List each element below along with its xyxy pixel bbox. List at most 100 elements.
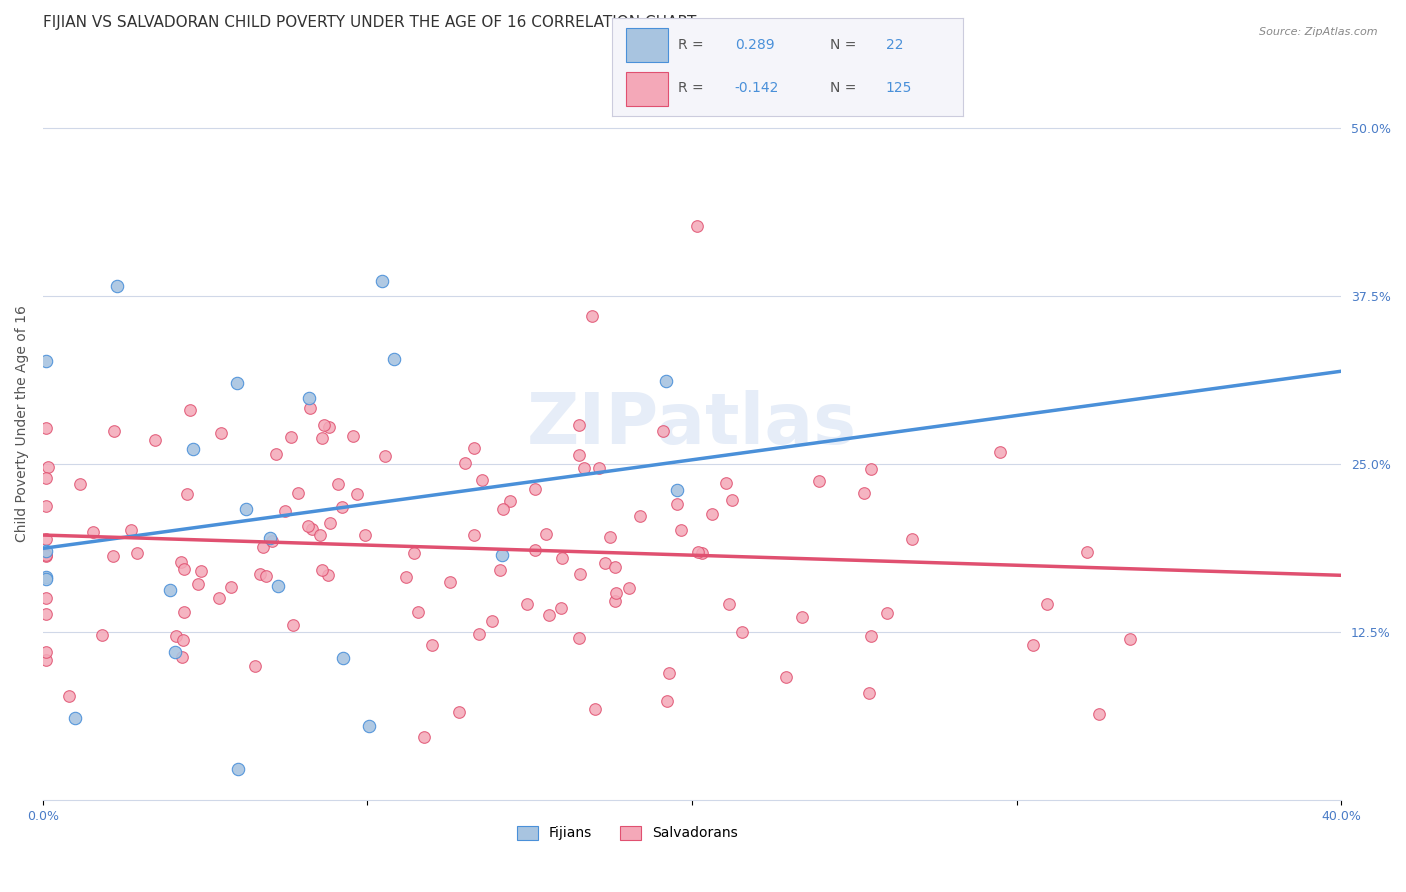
Point [605,586,627,600]
Point [550,600,572,615]
Text: R =: R = [678,81,704,95]
Point [859,461,882,475]
Point [209,426,232,441]
Point [82,524,104,539]
Point [572,461,595,475]
Point [382,352,405,367]
Point [173,605,195,619]
Point [1088,706,1111,721]
Point [181,442,204,456]
Point [318,420,340,434]
Point [165,629,187,643]
Text: N =: N = [830,81,856,95]
Point [35,471,58,485]
Point [454,456,477,470]
Point [298,391,321,405]
Point [342,429,364,443]
Point [311,432,333,446]
Point [807,474,830,488]
Point [346,487,368,501]
Point [406,605,429,619]
Point [259,532,281,546]
Point [309,528,332,542]
Point [720,492,742,507]
Point [859,629,882,643]
Point [402,546,425,560]
Point [717,597,740,611]
Point [173,562,195,576]
Point [35,421,58,435]
Point [69,477,91,491]
Bar [626,28,668,62]
Point [35,532,58,546]
Point [593,556,616,570]
Point [172,650,194,665]
Point [249,567,271,582]
Text: -0.142: -0.142 [734,81,779,95]
Point [357,719,380,733]
Point [447,706,470,720]
Point [716,475,738,490]
Point [103,424,125,438]
Point [35,544,58,558]
Text: 0.289: 0.289 [734,38,775,53]
Point [37,459,59,474]
Point [652,424,675,438]
Point [260,534,283,549]
Point [330,500,353,514]
Point [516,597,538,611]
Point [280,430,302,444]
Point [143,433,166,447]
Point [665,483,688,498]
Point [690,547,713,561]
Point [1022,639,1045,653]
Legend: Fijians, Salvadorans: Fijians, Salvadorans [512,820,742,846]
Point [35,653,58,667]
Point [524,543,547,558]
Point [179,403,201,417]
Point [489,563,512,577]
Bar [626,72,668,106]
Point [858,686,880,700]
Point [243,659,266,673]
Point [287,486,309,500]
Point [1036,597,1059,611]
Point [176,487,198,501]
Point [1076,544,1098,558]
Point [35,499,58,513]
Point [901,532,924,546]
Point [219,580,242,594]
Point [658,665,681,680]
Point [568,631,591,645]
Point [603,593,626,607]
Point [581,309,603,323]
Point [35,591,58,605]
Point [297,519,319,533]
Point [301,522,323,536]
Point [316,567,339,582]
Point [120,524,142,538]
Point [534,527,557,541]
Point [370,274,392,288]
Point [35,548,58,562]
Point [35,354,58,368]
Point [264,447,287,461]
Point [775,670,797,684]
Point [491,548,513,562]
Point [655,694,678,708]
Text: 125: 125 [886,81,912,95]
Point [332,651,354,665]
Point [700,507,723,521]
Point [326,476,349,491]
Point [655,374,678,388]
Text: R =: R = [678,38,704,53]
Point [163,645,186,659]
Point [790,610,813,624]
Point [481,614,503,628]
Point [190,564,212,578]
Point [267,579,290,593]
Point [876,606,898,620]
Point [731,625,754,640]
Text: ZIPatlas: ZIPatlas [527,390,858,458]
Point [208,591,231,606]
